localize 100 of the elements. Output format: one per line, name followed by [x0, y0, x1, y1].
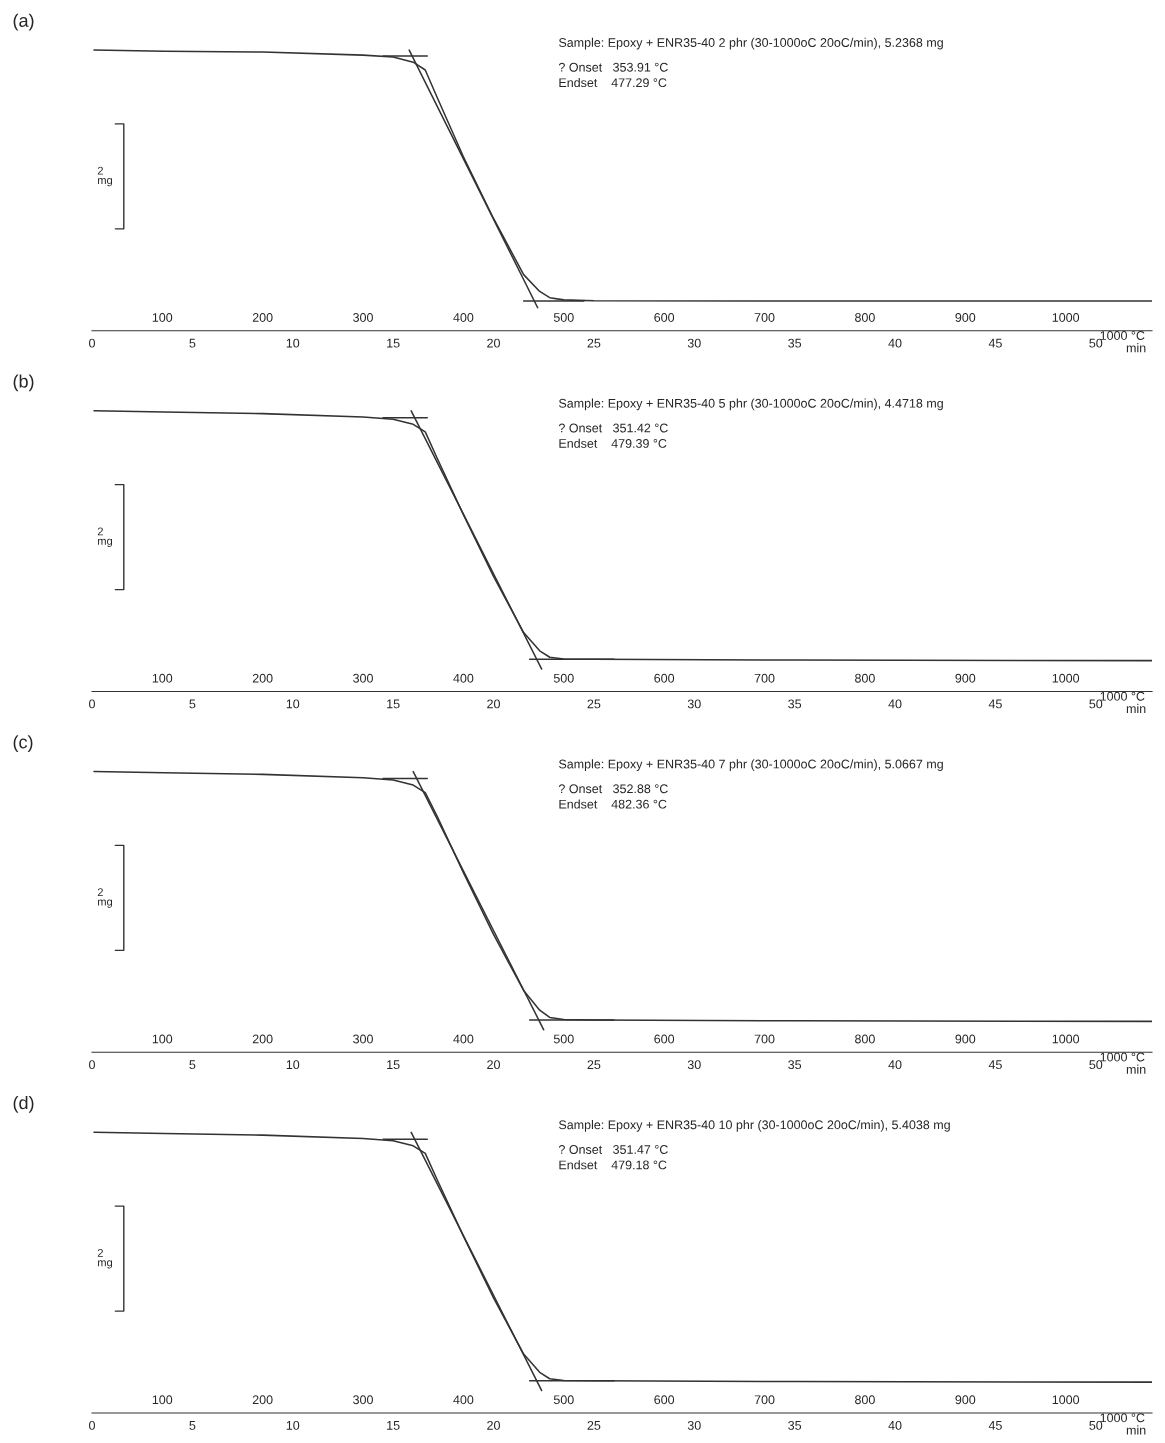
annotation: ? Onset 353.91 °C [558, 62, 668, 72]
x-tick-label: 35 [788, 699, 802, 709]
x-tick-label: 15 [387, 338, 400, 348]
x2-tick-label: 600 [654, 1034, 675, 1044]
annotation: Endset 482.36 °C [559, 799, 667, 809]
x-tick-label: 30 [687, 1060, 701, 1070]
x2-tick-label: 800 [855, 1034, 875, 1044]
x-tick-label: 50 [1089, 1060, 1103, 1070]
x2-tick-label: 300 [353, 313, 373, 322]
annotation: 2 mg [97, 888, 113, 908]
x-tick-label: 15 [387, 1060, 400, 1070]
x-tick-label: 5 [189, 1060, 196, 1070]
x-tick-label: 0 [89, 338, 95, 348]
x2-tick-label: 900 [955, 1034, 976, 1044]
x2-tick-label: 500 [553, 1395, 574, 1405]
annotation: Endset 479.18 °C [559, 1160, 667, 1170]
x2-tick-label: 400 [453, 673, 474, 683]
x-tick-label: 35 [788, 338, 802, 348]
x2-tick-label: 500 [553, 1034, 574, 1044]
x-tick-label: 30 [687, 338, 701, 348]
x-tick-label: 0 [89, 699, 95, 709]
annotation: Endset 477.29 °C [559, 77, 667, 88]
x-tick-label: 50 [1089, 1420, 1103, 1430]
x2-tick-label: 500 [553, 673, 574, 683]
x2-tick-label: 1000 [1052, 313, 1080, 322]
chart-title: (d) [13, 1095, 34, 1113]
x2-tick-label: 600 [654, 673, 675, 683]
x2-tick-label: 700 [754, 1395, 775, 1405]
x-tick-label: 30 [687, 1420, 701, 1430]
x2-tick-label: 200 [252, 1395, 273, 1405]
x-tick-label: 50 [1089, 699, 1103, 709]
x2-tick-label: 200 [252, 673, 273, 683]
x-tick-label: 20 [487, 699, 500, 709]
x2-tick-label: 200 [252, 313, 273, 322]
x2-tick-label: 300 [353, 1395, 373, 1405]
chart-title: (b) [13, 374, 34, 392]
x2-tick-label: 400 [453, 1034, 474, 1044]
annotation: ? Onset 351.47 °C [558, 1145, 668, 1154]
annotation: ? Onset 352.88 °C [558, 784, 668, 794]
x2-tick-label: 800 [855, 673, 875, 683]
chart-title: (c) [13, 735, 33, 752]
text: Sample: Epoxy + ENR35-40 2 phr (30-1000oC 20oC/min), 5.2368 mg [558, 37, 943, 50]
x-tick-label: 25 [587, 1060, 601, 1070]
x2-tick-label: 400 [453, 313, 474, 322]
x-axis-title: min [1126, 343, 1146, 353]
x-tick-label: 0 [89, 1420, 95, 1430]
annotation: 2 mg [97, 166, 113, 187]
x-tick-label: 15 [387, 699, 400, 709]
x2-axis-title: 1000 °C [1100, 1052, 1145, 1062]
x-tick-label: 10 [286, 338, 300, 348]
x2-axis-title: 1000 °C [1100, 331, 1145, 340]
x2-tick-label: 900 [955, 313, 976, 322]
x-tick-label: 35 [788, 1420, 802, 1430]
x2-tick-label: 700 [754, 673, 775, 683]
x-tick-label: 15 [387, 1421, 400, 1430]
annotation: ? Onset 351.42 °C [558, 423, 668, 433]
x2-tick-label: 1000 [1052, 673, 1080, 683]
x-tick-label: 20 [487, 338, 500, 348]
annotation: 2 mg [97, 1248, 113, 1269]
x2-tick-label: 300 [353, 1034, 373, 1044]
x-tick-label: 5 [189, 338, 196, 348]
x2-axis-title: 1000 °C [1100, 691, 1145, 701]
x-tick-label: 45 [988, 338, 1002, 348]
x-tick-label: 45 [988, 1060, 1002, 1070]
x-axis-title: min [1126, 703, 1146, 713]
x-tick-label: 5 [189, 699, 196, 709]
text: Sample: Epoxy + ENR35-40 7 phr (30-1000oC 20oC/min), 5.0667 mg [558, 759, 943, 771]
x2-tick-label: 800 [855, 1395, 875, 1405]
x2-tick-label: 100 [152, 1034, 173, 1044]
x2-tick-label: 500 [553, 313, 574, 322]
x-tick-label: 40 [888, 1420, 902, 1430]
x-axis-title: min [1126, 1064, 1146, 1074]
x2-tick-label: 1000 [1052, 1395, 1080, 1405]
x-tick-label: 40 [888, 1060, 902, 1070]
text: Sample: Epoxy + ENR35-40 10 phr (30-1000oC 20oC/min), 5.4038 mg [558, 1120, 950, 1132]
x2-tick-label: 700 [754, 1034, 775, 1044]
x-tick-label: 30 [687, 699, 701, 709]
x2-tick-label: 900 [955, 1395, 976, 1405]
x-tick-label: 25 [587, 338, 601, 348]
x2-tick-label: 800 [855, 313, 875, 322]
x2-tick-label: 200 [252, 1034, 273, 1044]
text: Sample: Epoxy + ENR35-40 5 phr (30-1000oC 20oC/min), 4.4718 mg [558, 398, 943, 411]
x-tick-label: 10 [286, 1060, 300, 1070]
x2-tick-label: 300 [353, 673, 373, 683]
x-tick-label: 5 [189, 1421, 196, 1430]
x2-tick-label: 900 [955, 673, 976, 683]
x-tick-label: 10 [286, 699, 300, 709]
x2-tick-label: 600 [654, 313, 675, 322]
chart-title: (a) [13, 13, 34, 31]
x-tick-label: 25 [587, 699, 601, 709]
x-tick-label: 40 [888, 338, 902, 348]
x2-axis-title: 1000 °C [1100, 1413, 1145, 1423]
x-tick-label: 20 [487, 1060, 500, 1070]
x-axis-title: min [1126, 1425, 1146, 1435]
x-tick-label: 35 [788, 1060, 802, 1070]
x2-tick-label: 100 [152, 673, 173, 683]
x-tick-label: 45 [988, 1421, 1002, 1430]
x-tick-label: 10 [286, 1420, 300, 1430]
x2-tick-label: 700 [754, 313, 775, 322]
x2-tick-label: 1000 [1052, 1034, 1080, 1044]
